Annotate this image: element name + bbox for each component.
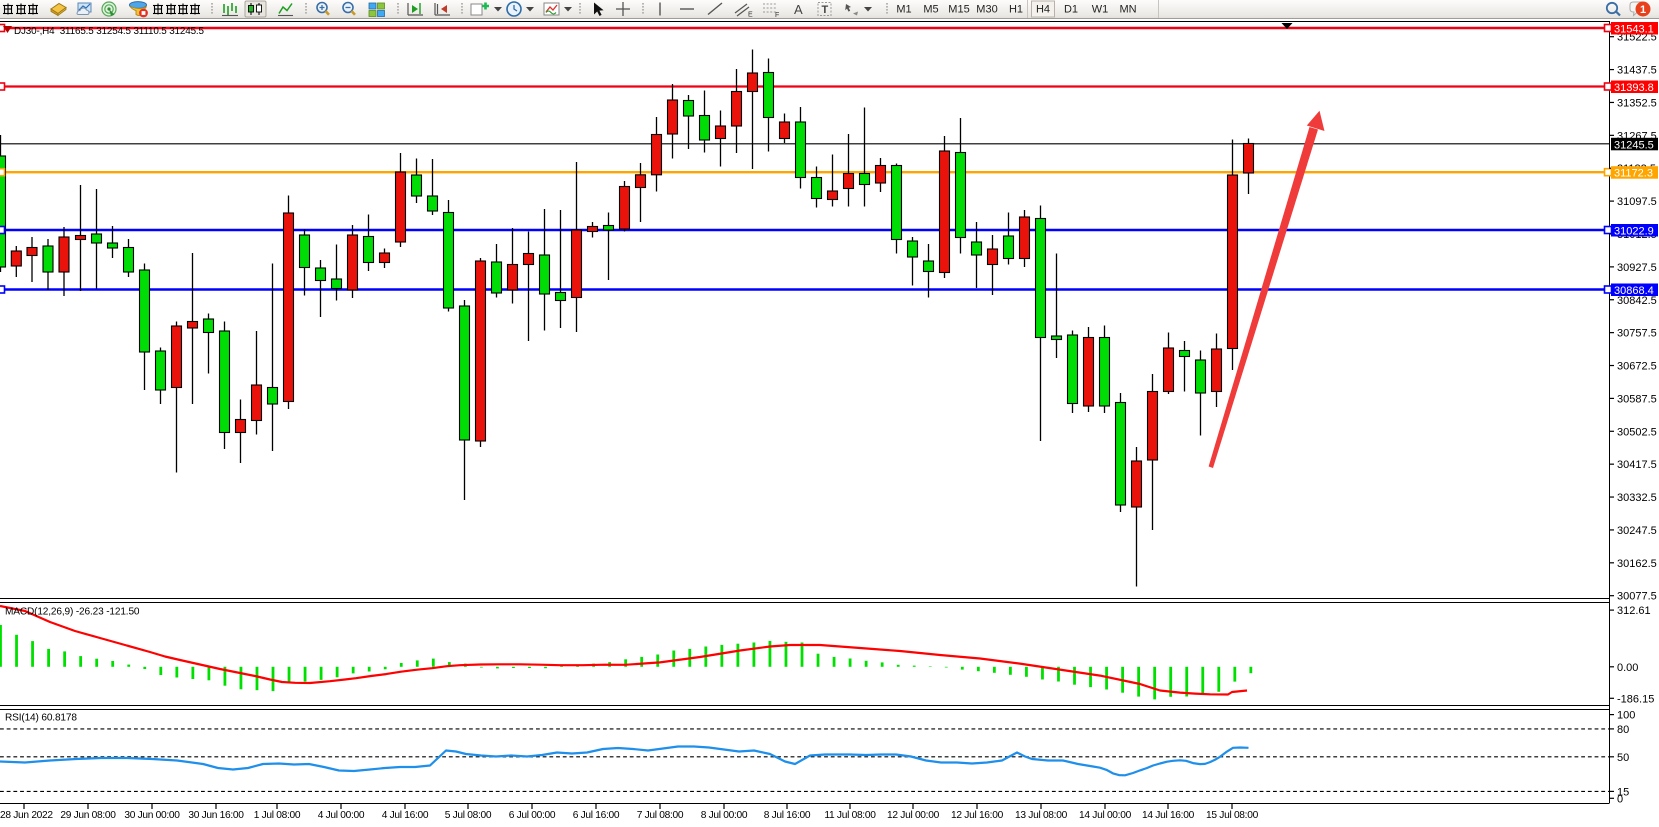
svg-text:28 Jun 2022: 28 Jun 2022 — [0, 810, 53, 821]
svg-text:30502.5: 30502.5 — [1617, 426, 1657, 438]
svg-text:11 Jul 08:00: 11 Jul 08:00 — [824, 810, 876, 821]
svg-text:8 Jul 00:00: 8 Jul 00:00 — [701, 810, 748, 821]
svg-text:30672.5: 30672.5 — [1617, 361, 1657, 373]
svg-text:8 Jul 16:00: 8 Jul 16:00 — [764, 810, 811, 821]
svg-text:6 Jul 16:00: 6 Jul 16:00 — [573, 810, 620, 821]
svg-text:30 Jun 16:00: 30 Jun 16:00 — [188, 810, 244, 821]
svg-text:31393.8: 31393.8 — [1614, 82, 1654, 94]
svg-text:31022.9: 31022.9 — [1614, 226, 1654, 238]
svg-text:13 Jul 08:00: 13 Jul 08:00 — [1015, 810, 1068, 821]
svg-text:30077.5: 30077.5 — [1617, 591, 1657, 603]
svg-text:E: E — [748, 12, 753, 19]
svg-text:5 Jul 08:00: 5 Jul 08:00 — [445, 810, 492, 821]
svg-text:W1: W1 — [1092, 4, 1109, 16]
svg-text:30162.5: 30162.5 — [1617, 558, 1657, 570]
svg-text:H4: H4 — [1036, 4, 1050, 16]
svg-text:6 Jul 00:00: 6 Jul 00:00 — [509, 810, 556, 821]
svg-text:M1: M1 — [896, 4, 911, 16]
svg-text:7 Jul 08:00: 7 Jul 08:00 — [637, 810, 684, 821]
svg-text:30757.5: 30757.5 — [1617, 328, 1657, 340]
svg-text:31172.3: 31172.3 — [1614, 168, 1653, 180]
svg-text:14 Jul 00:00: 14 Jul 00:00 — [1079, 810, 1132, 821]
svg-text:312.61: 312.61 — [1617, 605, 1651, 617]
svg-text:30587.5: 30587.5 — [1617, 393, 1657, 405]
svg-text:0: 0 — [1617, 793, 1623, 805]
svg-text:30927.5: 30927.5 — [1617, 262, 1657, 274]
svg-text:31437.5: 31437.5 — [1617, 65, 1657, 77]
svg-text:14 Jul 16:00: 14 Jul 16:00 — [1142, 810, 1195, 821]
svg-text:T: T — [822, 4, 829, 16]
svg-text:A: A — [794, 2, 803, 17]
svg-text:31097.5: 31097.5 — [1617, 196, 1657, 208]
svg-text:12 Jul 16:00: 12 Jul 16:00 — [951, 810, 1004, 821]
svg-text:M5: M5 — [923, 4, 938, 16]
svg-text:31543.1: 31543.1 — [1614, 24, 1654, 36]
svg-text:31245.5: 31245.5 — [1614, 139, 1654, 151]
svg-text:30 Jun 00:00: 30 Jun 00:00 — [124, 810, 180, 821]
svg-text:RSI(14) 60.8178: RSI(14) 60.8178 — [5, 713, 77, 724]
svg-text:30842.5: 30842.5 — [1617, 295, 1657, 307]
svg-text:1: 1 — [1640, 4, 1646, 16]
svg-text:50: 50 — [1617, 752, 1629, 764]
svg-text:0.00: 0.00 — [1617, 662, 1638, 674]
svg-text:31522.5: 31522.5 — [1617, 32, 1657, 44]
svg-text:-186.15: -186.15 — [1617, 693, 1654, 705]
svg-text:MN: MN — [1119, 4, 1136, 16]
svg-text:31352.5: 31352.5 — [1617, 97, 1657, 109]
svg-text:M15: M15 — [948, 4, 969, 16]
svg-text:29 Jun 08:00: 29 Jun 08:00 — [60, 810, 116, 821]
svg-text:30868.4: 30868.4 — [1614, 285, 1654, 297]
svg-text:D1: D1 — [1064, 4, 1078, 16]
svg-text:MACD(12,26,9) -26.23 -121.50: MACD(12,26,9) -26.23 -121.50 — [5, 607, 140, 618]
svg-text:H1: H1 — [1009, 4, 1023, 16]
svg-text:4 Jul 00:00: 4 Jul 00:00 — [318, 810, 365, 821]
svg-text:DJ30-,H4 31165.5 31254.5 3111: DJ30-,H4 31165.5 31254.5 31110.5 31245.5 — [14, 26, 205, 37]
svg-text:30247.5: 30247.5 — [1617, 525, 1657, 537]
svg-text:4 Jul 16:00: 4 Jul 16:00 — [382, 810, 429, 821]
svg-text:M30: M30 — [976, 4, 997, 16]
svg-text:12 Jul 00:00: 12 Jul 00:00 — [887, 810, 940, 821]
svg-text:30332.5: 30332.5 — [1617, 492, 1657, 504]
svg-text:1 Jul 08:00: 1 Jul 08:00 — [254, 810, 301, 821]
svg-text:15: 15 — [1617, 786, 1629, 798]
svg-text:80: 80 — [1617, 724, 1629, 736]
svg-text:F: F — [775, 12, 779, 18]
svg-text:15 Jul 08:00: 15 Jul 08:00 — [1206, 810, 1259, 821]
svg-text:100: 100 — [1617, 710, 1635, 722]
svg-text:30417.5: 30417.5 — [1617, 459, 1657, 471]
